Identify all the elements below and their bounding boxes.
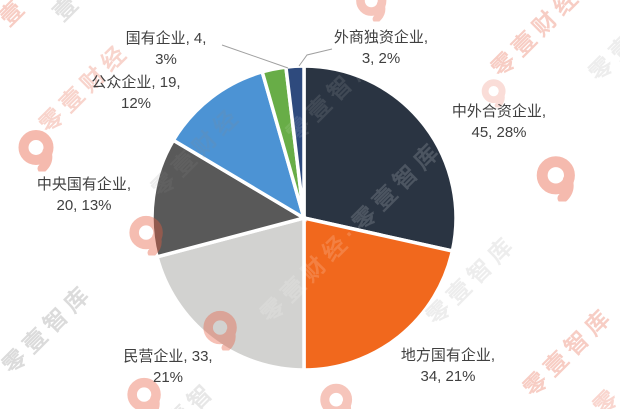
pie-data-label-7: 外商独资企业, 3, 2% [333,29,429,67]
leader-line-waishang [298,48,333,67]
pie-slice-3 [154,215,306,372]
pie-data-label-1: 中外合资企业, 45, 28% [451,103,547,141]
pie-slice-1 [302,64,458,254]
leader-line-guoyou [221,44,289,69]
pie-data-label-4: 中央国有企业, 20, 13% [36,176,132,214]
pie-data-label-2: 地方国有企业, 34, 21% [400,347,496,385]
pie-data-label-6: 国有企业, 4, 3% [125,30,207,68]
pie-data-label-3: 民营企业, 33, 21% [123,348,213,386]
pie-slice-4 [150,137,309,259]
pie-slice-2 [302,215,455,372]
pie-data-label-5: 公众企业, 19, 12% [91,74,181,112]
